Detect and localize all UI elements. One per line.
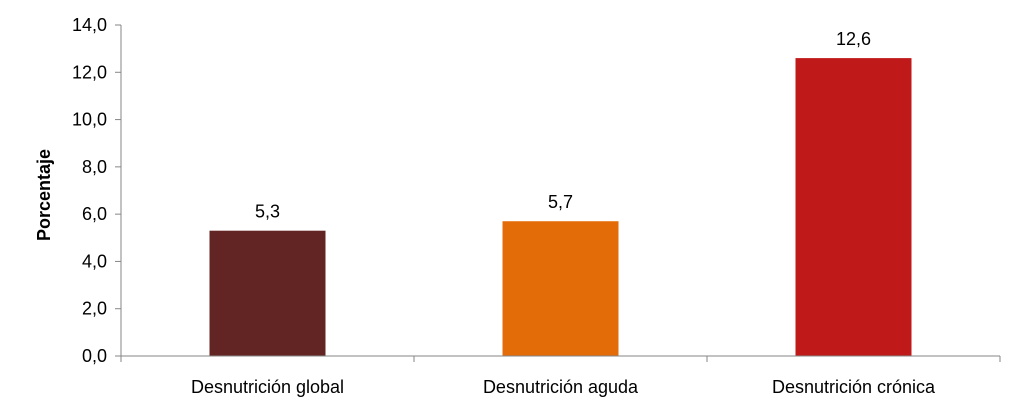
y-axis-title-group: Porcentaje bbox=[34, 149, 54, 241]
data-labels: 5,3 5,7 12,6 bbox=[255, 29, 871, 222]
y-tick-label: 4,0 bbox=[82, 251, 107, 271]
data-label: 5,3 bbox=[255, 202, 280, 222]
category-label: Desnutrición crónica bbox=[772, 377, 936, 397]
data-label: 12,6 bbox=[836, 29, 871, 49]
y-tick-label: 0,0 bbox=[82, 346, 107, 366]
y-tick-label: 6,0 bbox=[82, 204, 107, 224]
category-labels: Desnutrición global Desnutrición aguda Des… bbox=[191, 377, 936, 397]
bar bbox=[209, 230, 326, 356]
bars bbox=[209, 58, 912, 356]
y-tick-label: 8,0 bbox=[82, 157, 107, 177]
y-axis-ticks: 0,0 2,0 4,0 6,0 8,0 10,0 12,0 14,0 bbox=[72, 15, 121, 366]
bar bbox=[795, 58, 912, 356]
data-label: 5,7 bbox=[548, 192, 573, 212]
y-tick-label: 2,0 bbox=[82, 299, 107, 319]
bar bbox=[502, 221, 619, 356]
y-axis-title: Porcentaje bbox=[34, 149, 54, 241]
axes bbox=[120, 25, 1001, 362]
y-tick-label: 12,0 bbox=[72, 62, 107, 82]
category-label: Desnutrición global bbox=[191, 377, 344, 397]
y-tick-label: 10,0 bbox=[72, 110, 107, 130]
y-tick-label: 14,0 bbox=[72, 15, 107, 35]
category-label: Desnutrición aguda bbox=[483, 377, 639, 397]
